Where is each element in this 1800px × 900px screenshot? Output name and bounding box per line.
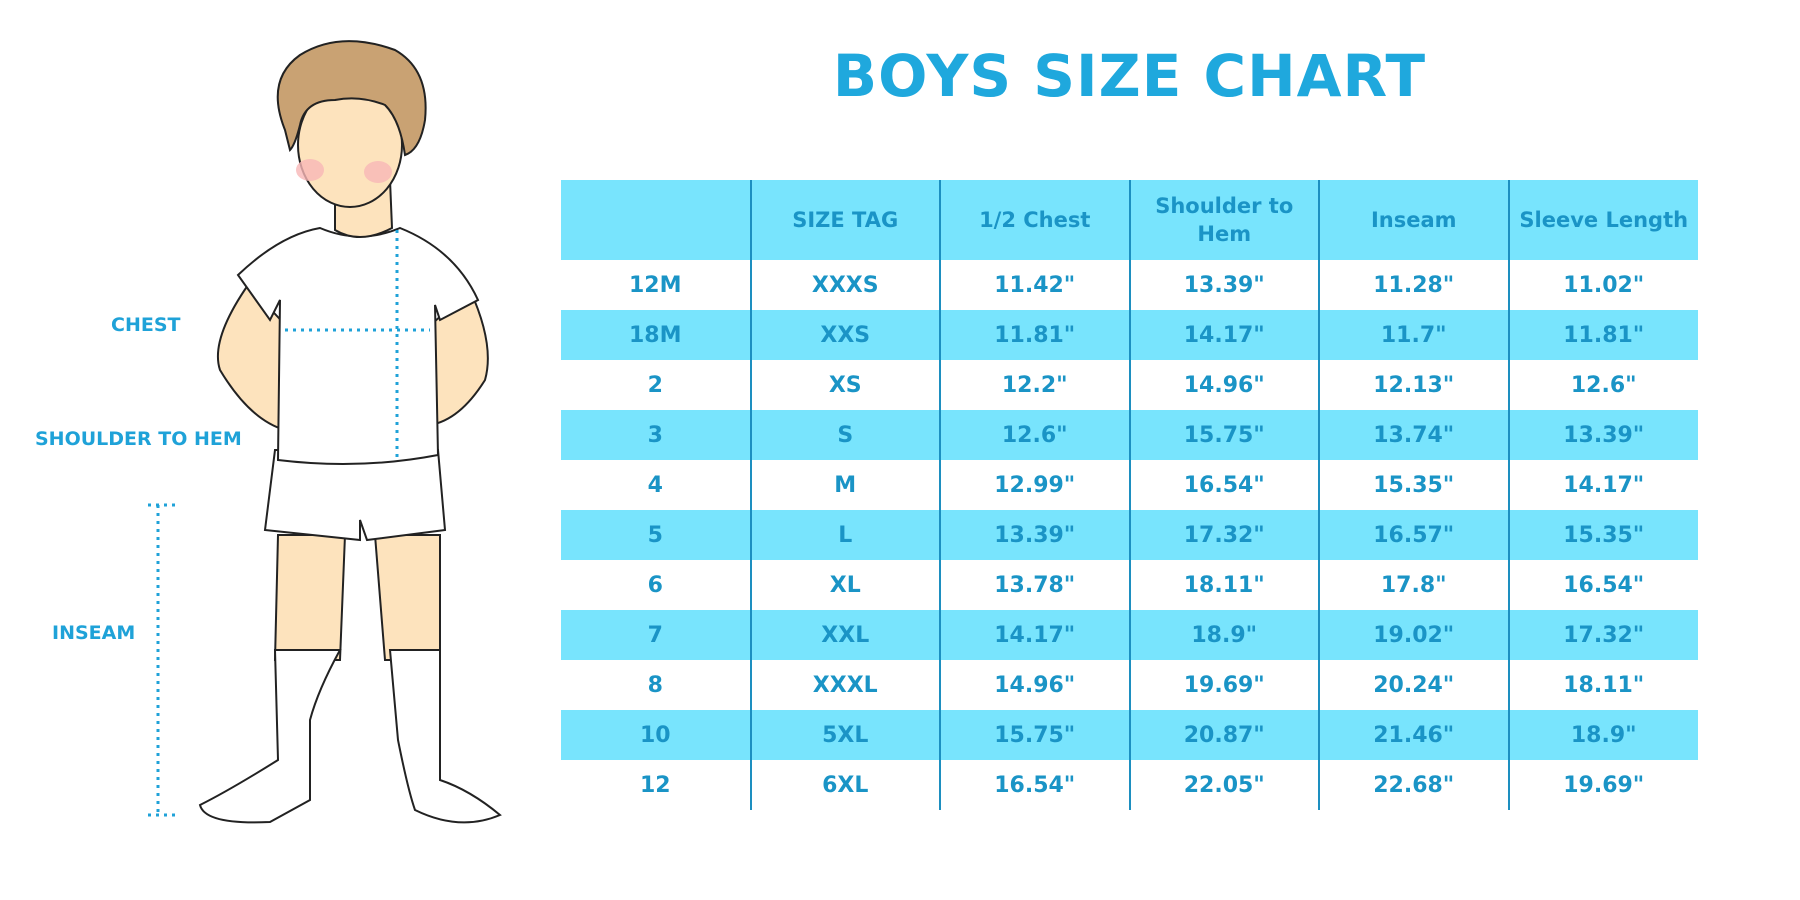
table-cell: 12.99" [939, 460, 1130, 510]
table-row: 7 XXL 14.17" 18.9" 19.02" 17.32" [561, 610, 1698, 660]
table-cell: 18.11" [1128, 560, 1319, 610]
table-cell: 16.54" [1128, 460, 1319, 510]
column-header: Shoulder to Hem [1128, 180, 1319, 260]
table-cell: 13.74" [1318, 410, 1509, 460]
page-title: BOYS SIZE CHART [832, 42, 1427, 110]
table-cell: XXXL [749, 660, 940, 710]
shoulder-to-hem-label: SHOULDER TO HEM [35, 428, 242, 450]
table-cell: 22.68" [1318, 760, 1509, 810]
table-cell: 19.69" [1128, 660, 1319, 710]
table-cell: 20.24" [1318, 660, 1509, 710]
table-cell: 6 [647, 572, 663, 598]
table-cell: 14.17" [1507, 460, 1698, 510]
table-row: 10 5XL 15.75" 20.87" 21.46" 18.9" [561, 710, 1698, 760]
column-header: 1/2 Chest [939, 180, 1130, 260]
table-cell: 13.39" [939, 510, 1130, 560]
table-cell: 15.35" [1507, 510, 1698, 560]
table-cell: 3 [561, 410, 751, 460]
table-cell: 15.35" [1318, 460, 1509, 510]
table-cell: 11.28" [1318, 260, 1509, 310]
table-cell: 12.6" [939, 410, 1130, 460]
table-cell: 15.75" [1128, 410, 1319, 460]
table-cell: 5 [561, 510, 751, 560]
table-cell: 13.39" [1128, 260, 1319, 310]
table-cell: 11.81" [939, 310, 1130, 360]
table-cell: XXXS [749, 260, 940, 310]
table-cell: 17.32" [1507, 610, 1698, 660]
table-cell: XL [749, 560, 940, 610]
table-cell: 14.96" [939, 660, 1130, 710]
table-row: 12M XXXS 11.42" 13.39" 11.28" 11.02" [561, 260, 1698, 310]
table-cell: M [749, 460, 940, 510]
column-header: Inseam [1318, 180, 1509, 260]
column-header: SIZE TAG [749, 180, 940, 260]
table-cell: 18.9" [1507, 710, 1698, 760]
table-cell: 14.17" [939, 610, 1130, 660]
column-header [561, 180, 751, 260]
table-cell: 13.78" [939, 560, 1130, 610]
table-row: 2 XS 12.2" 14.96" 12.13" 12.6" [561, 360, 1698, 410]
table-cell: 14.17" [1128, 310, 1319, 360]
table-cell: 16.54" [1507, 560, 1698, 610]
table-header-row: SIZE TAG 1/2 Chest Shoulder to Hem Inseam Sl… [561, 180, 1698, 260]
table-cell: 15.75" [939, 710, 1130, 760]
table-cell: 11.7" [1318, 310, 1509, 360]
table-cell: 18.9" [1128, 610, 1319, 660]
table-cell: 19.02" [1318, 610, 1509, 660]
table-cell: 12.6" [1507, 360, 1698, 410]
table-cell: 19.69" [1507, 760, 1698, 810]
table-cell: 22.05" [1128, 760, 1319, 810]
table-cell: 11.42" [939, 260, 1130, 310]
chest-label: CHEST [111, 314, 181, 336]
table-cell: 2 [647, 372, 663, 398]
table-cell: L [749, 510, 940, 560]
table-row: 6 XL 13.78" 18.11" 17.8" 16.54" [561, 560, 1698, 610]
table-cell: 8 [647, 672, 663, 698]
table-cell: 18M [561, 310, 751, 360]
table-cell: 5XL [749, 710, 940, 760]
table-cell: 11.81" [1507, 310, 1698, 360]
inseam-label: INSEAM [52, 622, 136, 644]
table-cell: XXS [749, 310, 940, 360]
column-header: Sleeve Length [1507, 180, 1698, 260]
table-cell: 20.87" [1128, 710, 1319, 760]
table-cell: 14.96" [1128, 360, 1319, 410]
table-cell: 12 [639, 772, 671, 798]
table-cell: 7 [561, 610, 751, 660]
table-cell: S [749, 410, 940, 460]
table-row: 3 S 12.6" 15.75" 13.74" 13.39" [561, 410, 1698, 460]
table-row: 4 M 12.99" 16.54" 15.35" 14.17" [561, 460, 1698, 510]
table-cell: 13.39" [1507, 410, 1698, 460]
table-cell: 11.02" [1507, 260, 1698, 310]
table-cell: XXL [749, 610, 940, 660]
table-cell: 17.8" [1318, 560, 1509, 610]
table-cell: 16.57" [1318, 510, 1509, 560]
table-cell: 12.13" [1318, 360, 1509, 410]
table-cell: 17.32" [1128, 510, 1319, 560]
table-cell: 10 [561, 710, 751, 760]
table-cell: 4 [647, 472, 663, 498]
table-row: 5 L 13.39" 17.32" 16.57" 15.35" [561, 510, 1698, 560]
table-cell: 16.54" [939, 760, 1130, 810]
table-cell: 12.2" [939, 360, 1130, 410]
table-row: 12 6XL 16.54" 22.05" 22.68" 19.69" [561, 760, 1698, 810]
table-cell: 6XL [749, 760, 940, 810]
size-chart-table: SIZE TAG 1/2 Chest Shoulder to Hem Inseam Sl… [561, 180, 1698, 810]
table-cell: 12M [628, 272, 682, 298]
table-row: 18M XXS 11.81" 14.17" 11.7" 11.81" [561, 310, 1698, 360]
table-cell: 18.11" [1507, 660, 1698, 710]
table-cell: XS [749, 360, 940, 410]
boy-figure-illustration [148, 40, 502, 824]
table-cell: 21.46" [1318, 710, 1509, 760]
table-row: 8 XXXL 14.96" 19.69" 20.24" 18.11" [561, 660, 1698, 710]
